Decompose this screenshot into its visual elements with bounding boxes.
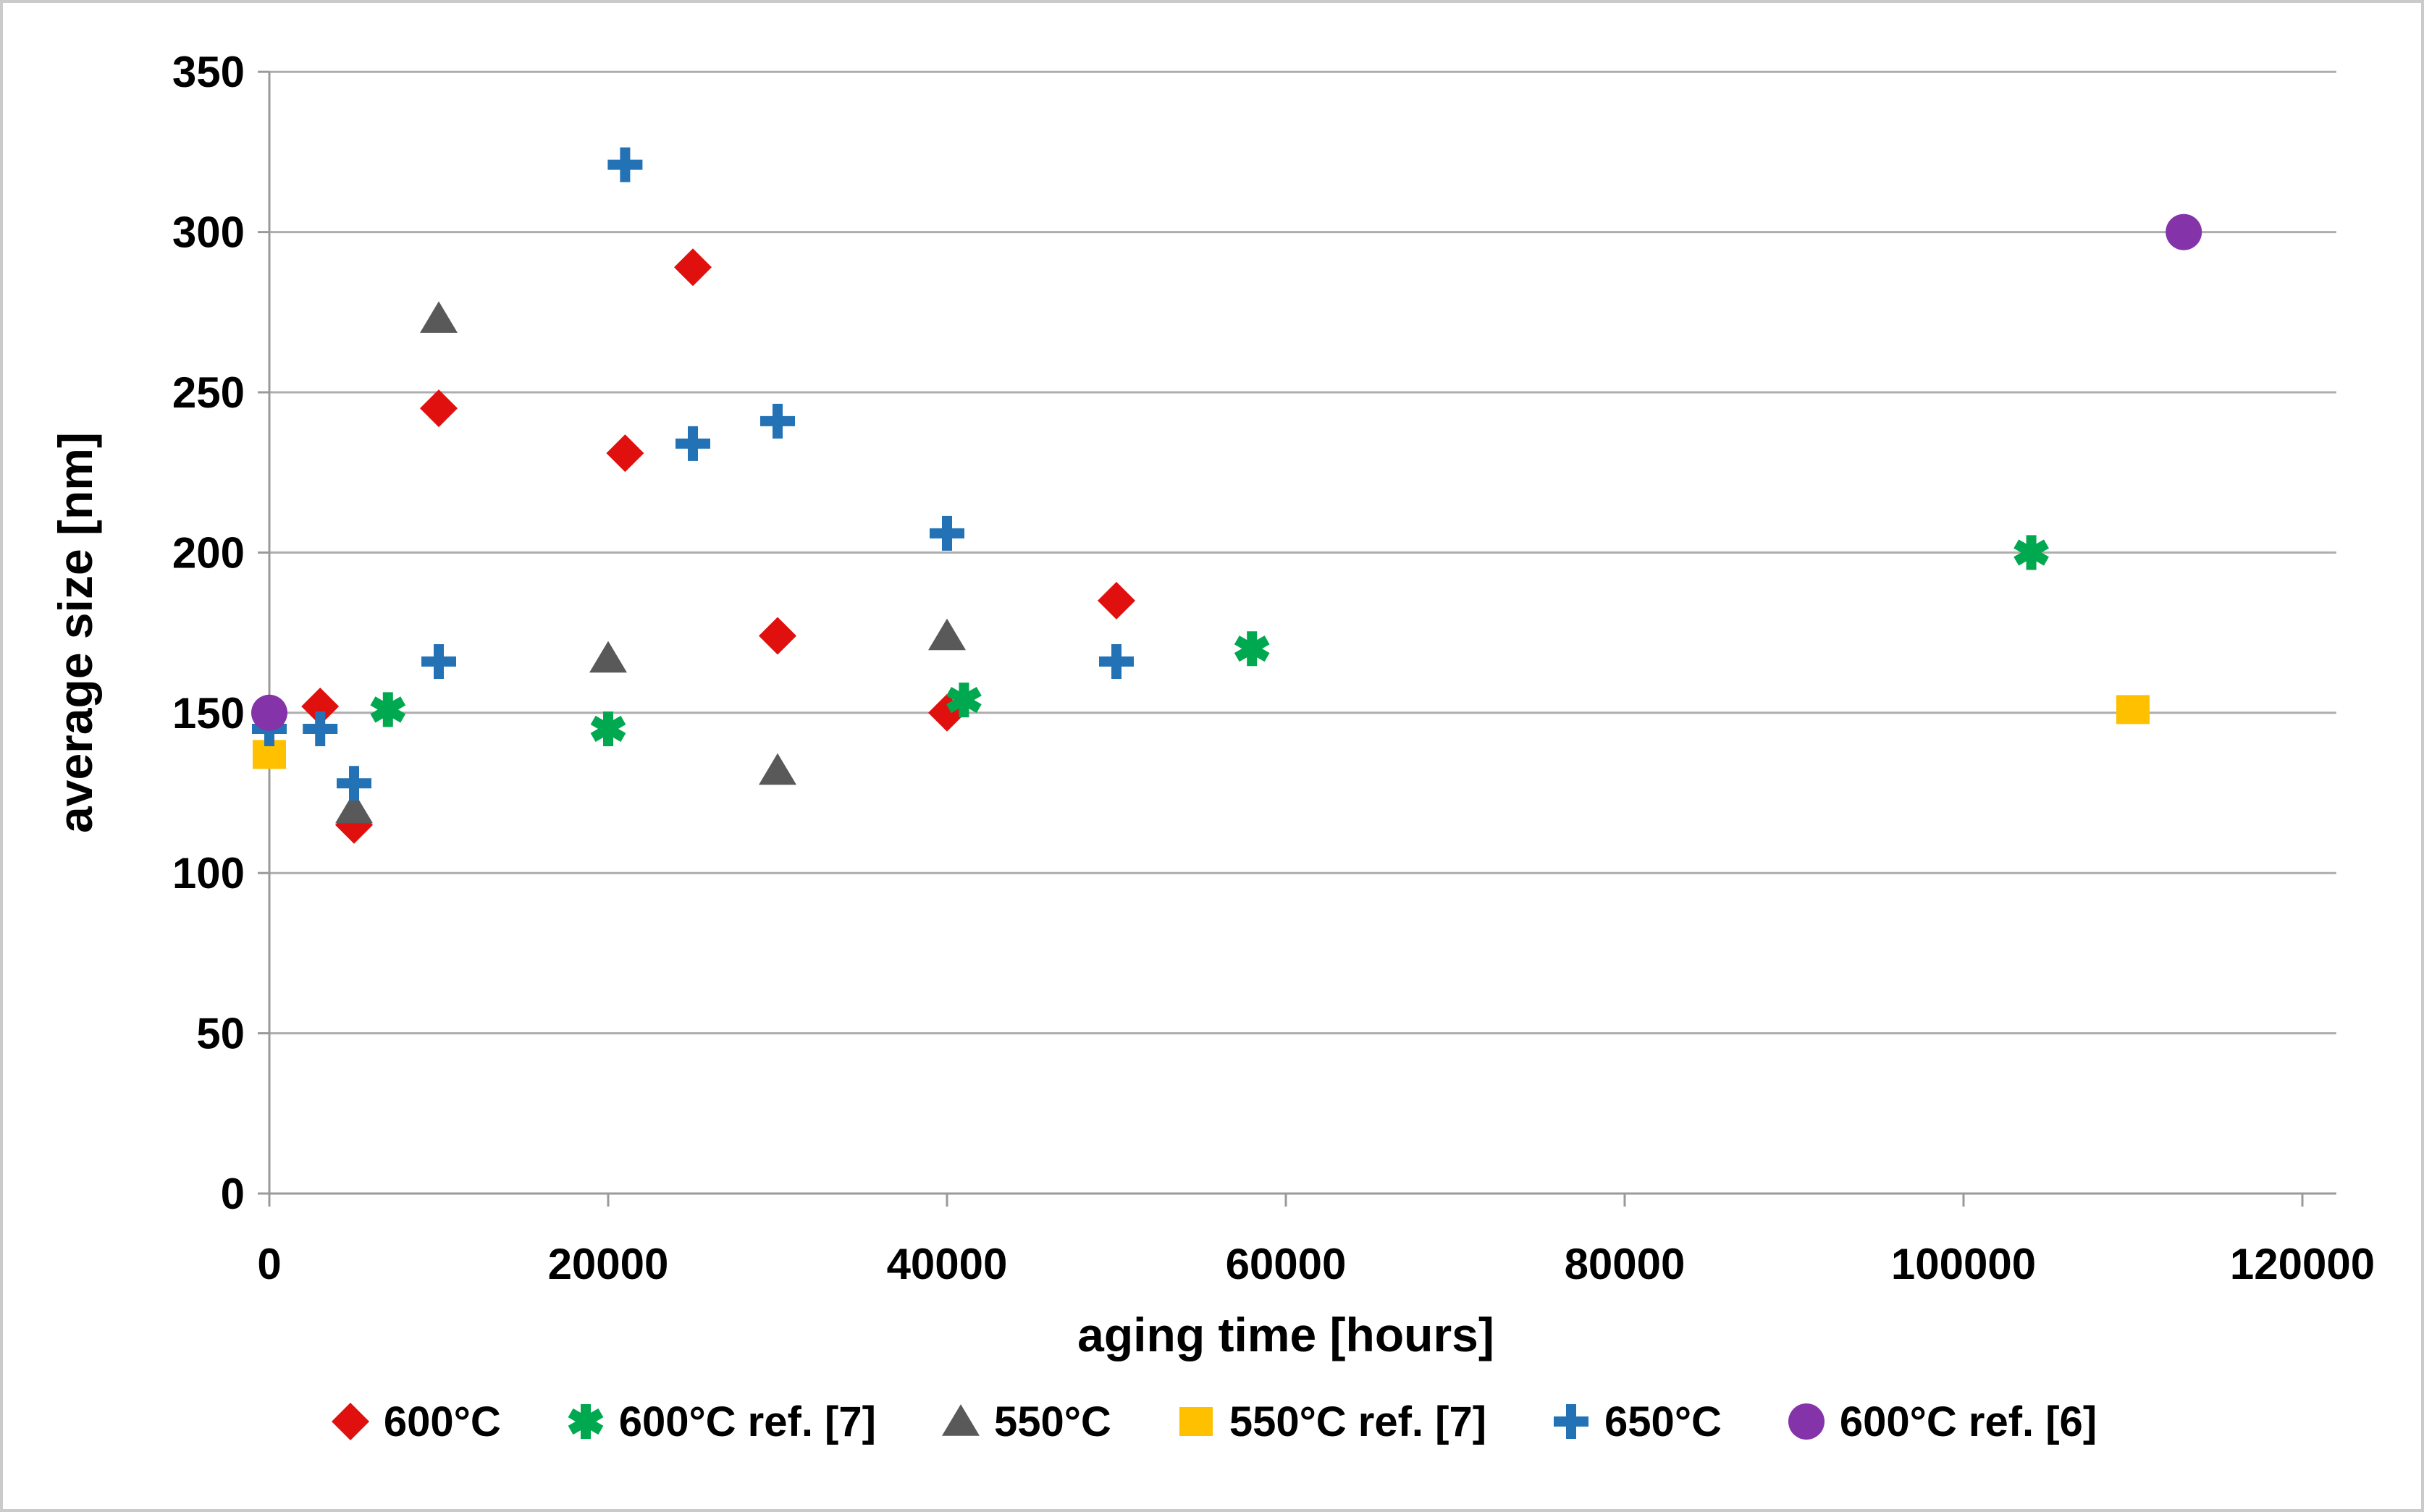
diamond-marker-icon <box>1098 581 1135 620</box>
asterisk-marker-icon <box>370 692 406 727</box>
series-550-c <box>335 301 966 824</box>
legend-label: 600°C ref. [7] <box>618 1398 876 1445</box>
triangle-marker-icon <box>420 301 458 333</box>
plus-marker-icon <box>337 766 371 801</box>
legend-label: 550°C <box>993 1398 1111 1445</box>
diamond-marker-icon <box>759 617 796 655</box>
series-550-c-ref-7- <box>253 695 2150 769</box>
circle-marker-icon <box>1788 1403 1825 1440</box>
x-tick-label: 40000 <box>887 1240 1008 1288</box>
legend-item-550-c-ref-7-: 550°C ref. [7] <box>1173 1398 1486 1446</box>
series-600-c-ref-6- <box>251 214 2202 731</box>
asterisk-legend-icon <box>568 1404 604 1439</box>
plus-marker-icon <box>421 643 456 679</box>
diamond-marker-icon <box>674 248 712 287</box>
y-axis-title: average size [nm] <box>49 432 102 833</box>
diamond-marker-icon <box>606 434 644 473</box>
asterisk-marker-icon <box>2013 535 2049 570</box>
legend-item-550-c: 550°C <box>938 1398 1111 1446</box>
x-axis-title: aging time [hours] <box>1077 1308 1494 1361</box>
diamond-legend-icon <box>331 1403 369 1440</box>
x-tick-label: 60000 <box>1226 1240 1347 1288</box>
triangle-marker-icon <box>941 1404 980 1436</box>
triangle-marker-icon <box>589 641 627 673</box>
y-tick-label: 150 <box>172 689 245 738</box>
legend-item-600-c: 600°C <box>327 1398 501 1446</box>
x-tick-label: 100000 <box>1891 1240 2036 1288</box>
triangle-marker-icon <box>928 618 966 651</box>
y-tick-label: 50 <box>196 1010 245 1058</box>
y-tick-label: 200 <box>172 528 245 577</box>
plus-marker-icon <box>1099 643 1134 679</box>
plus-legend-icon <box>1554 1404 1589 1439</box>
legend-item-650-c: 650°C <box>1548 1398 1722 1446</box>
plus-marker-icon <box>930 515 964 551</box>
diamond-marker-icon <box>301 687 340 725</box>
y-tick-label: 300 <box>172 208 245 257</box>
plus-marker-icon <box>303 711 338 746</box>
y-tick-label: 350 <box>172 48 245 96</box>
plus-marker-icon <box>607 147 643 182</box>
circle-marker-icon <box>251 694 287 731</box>
plus-marker-icon <box>760 403 795 439</box>
asterisk-marker-icon <box>568 1404 604 1439</box>
legend-item-600-c-ref-6-: 600°C ref. [6] <box>1783 1398 2097 1446</box>
x-tick-label: 20000 <box>548 1240 669 1288</box>
legend-label: 550°C ref. [7] <box>1229 1398 1487 1445</box>
square-legend-icon <box>1179 1407 1213 1436</box>
triangle-legend-icon <box>941 1404 980 1436</box>
legend-label: 650°C <box>1604 1398 1722 1445</box>
circle-legend-icon <box>1788 1403 1825 1440</box>
plus-marker-icon <box>676 426 710 461</box>
scatter-plot-canvas: 0 50 100 150 200 250 300 350 0 20000 40000 60000 800… <box>172 48 2375 1288</box>
plus-marker-icon <box>1554 1404 1589 1439</box>
diamond-marker-icon <box>331 1403 369 1440</box>
legend-item-600-c-ref-7-: 600°C ref. [7] <box>563 1398 876 1446</box>
asterisk-marker-icon <box>946 683 982 718</box>
legend-label: 600°C ref. [6] <box>1839 1398 2097 1445</box>
x-tick-label: 80000 <box>1565 1240 1686 1288</box>
series-600-c-ref-7- <box>370 535 2049 746</box>
asterisk-marker-icon <box>590 711 626 746</box>
y-tick-label: 100 <box>172 849 245 898</box>
legend: 600°C 600°C ref. [7] 550°C 550°C ref. [7] 65… <box>3 1382 2421 1461</box>
square-marker-icon <box>2116 695 2150 725</box>
square-marker-icon <box>1179 1407 1213 1436</box>
x-tick-label: 0 <box>257 1240 281 1288</box>
triangle-marker-icon <box>335 791 373 824</box>
asterisk-marker-icon <box>1234 631 1270 667</box>
triangle-marker-icon <box>759 753 796 785</box>
series-600-c <box>301 248 1135 844</box>
diamond-marker-icon <box>420 389 458 428</box>
y-tick-label: 0 <box>221 1170 245 1218</box>
x-tick-label: 120000 <box>2230 1240 2375 1288</box>
legend-label: 600°C <box>383 1398 501 1445</box>
y-tick-label: 250 <box>172 368 245 417</box>
circle-marker-icon <box>2166 214 2202 250</box>
